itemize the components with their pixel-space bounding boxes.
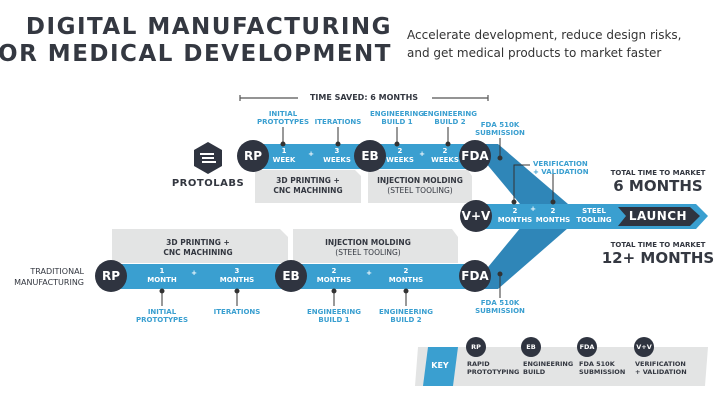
label-fda-submission: FDA 510K SUBMISSION	[475, 299, 525, 315]
key-vv-icon: V+V	[634, 337, 654, 357]
step-duration: 2 WEEKS	[431, 147, 459, 164]
protolabs-logo-icon	[194, 142, 222, 174]
milestone-fda: FDA	[459, 260, 491, 292]
total-fast-value: 6 MONTHS	[613, 177, 703, 195]
label-initial-prototypes: INITIAL PROTOTYPES	[136, 308, 188, 324]
plus: +	[191, 269, 197, 277]
step-duration: 2 MONTHS	[535, 207, 571, 224]
step-duration: 3 WEEKS	[323, 147, 351, 164]
protolabs-wordmark: PROTOLABS	[171, 178, 245, 189]
key-item-label: RAPID PROTOTYPING	[467, 360, 520, 376]
key-item-label: ENGINEERING BUILD	[523, 360, 574, 376]
step-duration: 1 WEEK	[272, 147, 296, 164]
milestone-rp: RP	[237, 140, 269, 172]
phase-label: INJECTION MOLDING (STEEL TOOLING)	[325, 238, 411, 257]
key-label-box	[423, 347, 458, 386]
step-duration: 2 WEEKS	[386, 147, 414, 164]
subtitle: Accelerate development, reduce design ri…	[407, 28, 682, 60]
label-engineering-build-1: ENGINEERING BUILD 1	[369, 110, 425, 126]
phase-label: 3D PRINTING + CNC MACHINING	[163, 238, 233, 257]
milestone-rp: RP	[95, 260, 127, 292]
step-duration: 3 MONTHS	[219, 267, 255, 284]
total-fast-label: TOTAL TIME TO MARKET	[610, 169, 706, 177]
page-title: DIGITAL MANUFACTURING FOR MEDICAL DEVELOP…	[0, 14, 392, 67]
phase-label: INJECTION MOLDING (STEEL TOOLING)	[377, 176, 463, 195]
key-item-label: VERIFICATION + VALIDATION	[635, 360, 687, 376]
phase-label: 3D PRINTING + CNC MACHINING	[273, 176, 343, 195]
label-engineering-build-2: ENGINEERING BUILD 2	[378, 308, 434, 324]
key-title: KEY	[431, 361, 449, 370]
label-fda-submission: FDA 510K SUBMISSION	[475, 121, 525, 137]
label-iterations: ITERATIONS	[213, 308, 261, 316]
phase-box	[255, 170, 361, 203]
step-duration: 2 MONTHS	[316, 267, 352, 284]
label-engineering-build-2: ENGINEERING BUILD 2	[422, 110, 478, 126]
key-box	[415, 347, 708, 386]
step-duration: 2 MONTHS	[388, 267, 424, 284]
launch-arrow	[618, 207, 700, 226]
milestone-fda: FDA	[459, 140, 491, 172]
key-item-label: FDA 510K SUBMISSION	[579, 360, 626, 376]
milestone-vv: V+V	[460, 200, 492, 232]
shared-band	[476, 204, 626, 229]
milestone-eb: EB	[275, 260, 307, 292]
step-duration: 2 MONTHS	[497, 207, 533, 224]
milestone-eb: EB	[354, 140, 386, 172]
total-slow-label: TOTAL TIME TO MARKET	[610, 241, 706, 249]
traditional-label: TRADITIONAL MANUFACTURING	[14, 267, 84, 287]
phase-box	[112, 229, 288, 263]
key-eb-icon: EB	[521, 337, 541, 357]
time-saved-bracket	[239, 95, 489, 101]
label-verification-validation: VERIFICATION + VALIDATION	[533, 160, 589, 176]
plus: +	[530, 205, 536, 213]
label-iterations: ITERATIONS	[314, 118, 362, 126]
label-initial-prototypes: INITIAL PROTOTYPES	[257, 110, 309, 126]
plus: +	[419, 150, 425, 158]
step-duration: 1 MONTH	[147, 267, 177, 284]
key-fda-icon: FDA	[577, 337, 597, 357]
steel-tooling-label: STEEL TOOLING	[576, 207, 612, 224]
phase-box	[368, 170, 472, 203]
phase-box	[293, 229, 458, 263]
time-saved-label: TIME SAVED: 6 MONTHS	[306, 93, 422, 103]
launch-label: LAUNCH	[628, 209, 688, 223]
label-engineering-build-1: ENGINEERING BUILD 1	[306, 308, 362, 324]
plus: +	[308, 150, 314, 158]
key-rp-icon: RP	[466, 337, 486, 357]
total-slow-value: 12+ MONTHS	[601, 249, 715, 267]
plus: +	[366, 269, 372, 277]
